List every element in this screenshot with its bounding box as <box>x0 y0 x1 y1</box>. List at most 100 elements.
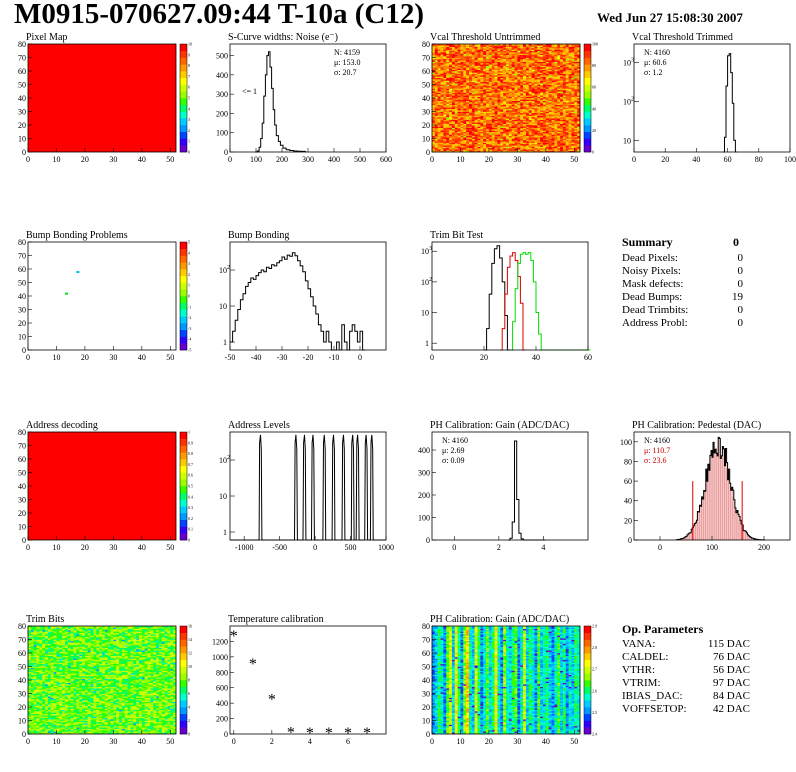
heatmap-cell <box>543 77 547 80</box>
heatmap-cell <box>486 131 490 134</box>
heatmap-cell <box>511 125 515 127</box>
heatmap-cell <box>491 85 495 88</box>
heatmap-cell <box>432 107 436 110</box>
heatmap-cell <box>560 84 564 87</box>
heatmap-cell <box>463 45 467 47</box>
heatmap-cell <box>443 58 447 61</box>
heatmap-cell <box>454 66 458 69</box>
heatmap-cell <box>457 73 461 76</box>
heatmap-cell <box>508 92 512 95</box>
heatmap-cell <box>469 80 473 83</box>
heatmap-cell <box>545 134 549 137</box>
heatmap-cell <box>511 147 515 150</box>
heatmap-cell <box>466 48 470 50</box>
palette-swatch <box>180 131 187 139</box>
heatmap-cell <box>548 135 552 138</box>
heatmap-cell <box>488 65 493 68</box>
heatmap-cell <box>491 107 495 110</box>
heatmap-cell <box>511 143 515 146</box>
heatmap-cell <box>508 138 512 141</box>
heatmap-cell <box>488 53 493 56</box>
palette-swatch <box>180 98 187 106</box>
heatmap-cell <box>483 83 487 85</box>
heatmap-cell <box>534 87 538 89</box>
heatmap-cell <box>517 150 521 153</box>
heatmap-cell <box>440 56 444 58</box>
heatmap-cell <box>537 131 541 134</box>
heatmap-cell <box>471 106 475 108</box>
heatmap-cell <box>449 119 453 122</box>
heatmap-cell <box>469 114 473 116</box>
heatmap-cell <box>432 56 436 58</box>
heatmap-cell <box>483 53 487 56</box>
heatmap-cell <box>525 129 530 131</box>
heatmap-cell <box>449 98 453 100</box>
heatmap-cell <box>486 134 490 137</box>
palette-label: 1 <box>188 283 190 288</box>
heatmap-cell <box>520 92 524 95</box>
heatmap-cell <box>554 123 558 126</box>
heatmap-cell <box>523 108 527 111</box>
heatmap-cell <box>551 115 555 118</box>
heatmap-cell <box>488 143 493 146</box>
heatmap-cell <box>486 120 490 123</box>
heatmap-cell <box>491 56 495 58</box>
heatmap-cell <box>451 134 456 137</box>
heatmap-cell <box>517 73 521 76</box>
heatmap-cell <box>440 100 444 103</box>
heatmap-cell <box>443 56 447 58</box>
heatmap-cell <box>560 110 564 112</box>
heatmap-cell <box>540 71 544 73</box>
heatmap-cell <box>508 68 512 70</box>
heatmap-cell <box>491 77 495 80</box>
heatmap-cell <box>446 56 450 58</box>
heatmap-cell <box>560 123 564 126</box>
heatmap-cell <box>451 87 456 89</box>
heatmap-cell <box>480 52 484 54</box>
heatmap-cell <box>562 125 567 127</box>
heatmap-cell <box>488 81 493 84</box>
heatmap-cell <box>506 92 510 95</box>
histogram-series-0 <box>230 252 366 351</box>
heatmap-cell <box>551 58 555 61</box>
heatmap-cell <box>511 102 515 104</box>
heatmap-cell <box>443 100 447 103</box>
heatmap-cell <box>551 57 555 60</box>
heatmap-cell <box>454 81 458 84</box>
heatmap-cell <box>497 145 501 147</box>
heatmap-cell <box>449 130 453 133</box>
heatmap-cell <box>434 60 438 62</box>
x-tick-label: 40 <box>138 543 146 552</box>
heatmap-cell <box>463 139 467 142</box>
heatmap-cell <box>514 102 518 104</box>
heatmap-cell <box>500 85 504 88</box>
heatmap-cell <box>449 87 453 89</box>
heatmap-cell <box>557 134 561 137</box>
heatmap-cell <box>491 44 495 46</box>
heatmap-cell <box>483 141 487 143</box>
heatmap-cell <box>548 76 552 79</box>
heatmap-cell <box>551 108 555 111</box>
heatmap-cell <box>440 48 444 50</box>
heatmap-cell <box>534 52 538 54</box>
heatmap-cell <box>508 137 512 139</box>
heatmap-cell <box>545 116 549 119</box>
heatmap-cell <box>548 88 552 91</box>
heatmap-cell <box>560 98 564 100</box>
heatmap-cell <box>551 142 555 145</box>
palette-swatch <box>180 296 187 304</box>
heatmap-cell <box>537 57 541 60</box>
heatmap-cell <box>531 75 535 77</box>
heatmap-cells <box>432 44 581 153</box>
heatmap-cell <box>466 142 470 145</box>
heatmap-cell <box>554 77 558 80</box>
heatmap-cell <box>534 147 538 150</box>
heatmap-cell <box>557 139 561 142</box>
heatmap-cell <box>545 76 549 79</box>
heatmap-cell <box>486 68 490 70</box>
heatmap-cell <box>531 141 535 143</box>
heatmap-cell <box>463 57 467 60</box>
heatmap-cell <box>469 107 473 110</box>
x-tick-label: 30 <box>109 543 117 552</box>
heatmap-cell <box>471 149 475 151</box>
